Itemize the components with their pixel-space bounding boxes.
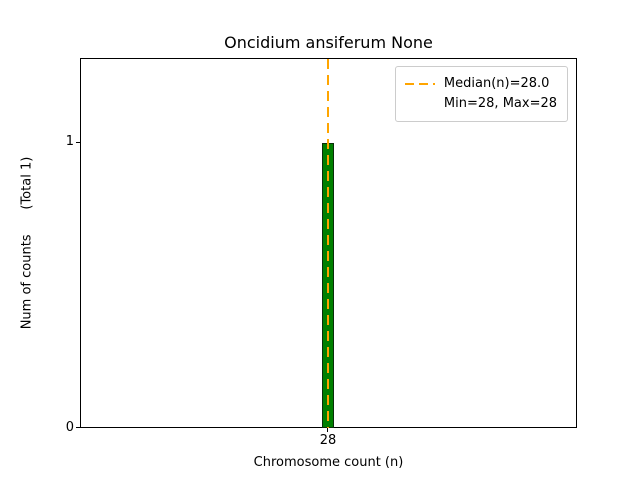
- plot-area: Median(n)=28.0 Min=28, Max=28: [80, 58, 577, 428]
- y-tick-label-1: 1: [65, 134, 74, 149]
- legend-label-minmax: Min=28, Max=28: [443, 96, 557, 111]
- legend-label-median: Median(n)=28.0: [443, 76, 550, 91]
- y-axis-label: Num of counts (Total 1): [19, 156, 35, 330]
- x-tick-label-28: 28: [319, 433, 337, 448]
- x-axis-label: Chromosome count (n): [253, 455, 404, 470]
- y-tick-mark-0: [76, 427, 80, 428]
- y-tick-label-0: 0: [65, 420, 74, 435]
- legend: Median(n)=28.0 Min=28, Max=28: [394, 66, 568, 122]
- legend-swatch-spacer: [405, 103, 435, 105]
- median-line-legend-swatch-icon: [404, 83, 435, 85]
- x-tick-mark-28: [327, 428, 328, 432]
- legend-row-median: Median(n)=28.0: [404, 74, 557, 94]
- legend-row-minmax: Min=28, Max=28: [405, 94, 557, 114]
- median-vline: [327, 59, 329, 428]
- y-tick-mark-1: [76, 142, 80, 143]
- chart-title: Oncidium ansiferum None: [224, 33, 433, 52]
